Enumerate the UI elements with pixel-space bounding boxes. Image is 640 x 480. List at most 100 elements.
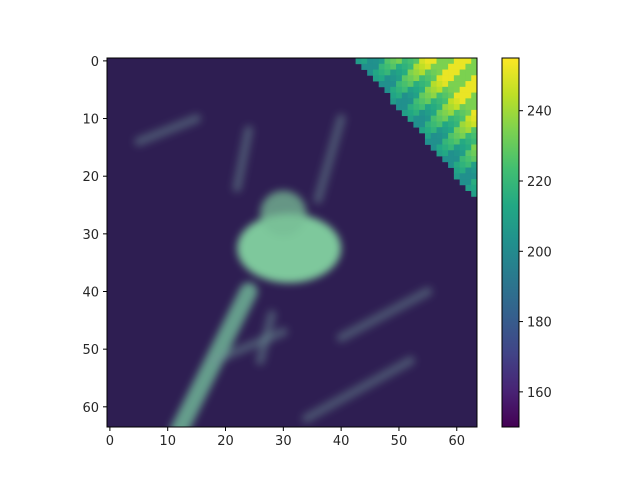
x-axis: 0 10 20 30 40 50 60 xyxy=(106,427,465,449)
vessel-streak xyxy=(313,114,346,204)
corner-band-cell xyxy=(448,138,455,145)
corner-band-cell xyxy=(465,179,472,186)
corner-band-cell xyxy=(367,63,374,70)
corner-band-cell xyxy=(459,179,466,186)
corner-band-cell xyxy=(384,69,391,76)
corner-band-cell xyxy=(436,104,443,111)
corner-band-cell xyxy=(459,98,466,105)
corner-band-cell xyxy=(430,63,437,70)
corner-band-cell xyxy=(465,184,472,192)
corner-band-cell xyxy=(396,58,403,65)
corner-band-cell xyxy=(442,81,449,88)
corner-band-cell xyxy=(471,161,477,168)
corner-band-cell xyxy=(430,115,437,122)
corner-band-cell xyxy=(407,63,414,70)
corner-band-cell xyxy=(459,115,466,122)
corner-band-cell xyxy=(436,127,443,134)
corner-band-cell xyxy=(419,81,426,88)
corner-band-cell xyxy=(413,98,420,105)
x-tick-label: 40 xyxy=(333,434,350,449)
corner-band-cell xyxy=(407,98,414,105)
corner-band-cell xyxy=(448,63,455,70)
corner-band-cell xyxy=(430,92,437,99)
corner-band-cell xyxy=(384,63,391,70)
corner-band-cell xyxy=(471,81,477,88)
corner-band-cell xyxy=(459,58,466,65)
corner-band-cell xyxy=(453,150,461,157)
corner-band-cell xyxy=(471,190,477,197)
corner-band-cell xyxy=(465,167,472,174)
corner-band-cell xyxy=(465,81,472,88)
corner-band-cell xyxy=(453,173,461,180)
corner-band-cell xyxy=(465,115,472,122)
corner-band-cell xyxy=(448,161,455,168)
corner-band-cell xyxy=(430,58,437,65)
corner-band-cell xyxy=(453,127,461,134)
corner-band-cell xyxy=(396,92,403,99)
corner-band-cell xyxy=(448,69,455,76)
colorbar-tick-label: 160 xyxy=(527,386,552,401)
corner-band-cell xyxy=(401,92,409,99)
corner-band-cell xyxy=(471,144,477,151)
heatmap-image xyxy=(107,58,477,427)
corner-band-cell xyxy=(442,121,449,128)
vessel-streak xyxy=(134,114,202,147)
corner-band-cell xyxy=(459,86,466,93)
corner-band-cell xyxy=(442,86,449,93)
corner-band-cell xyxy=(424,121,432,128)
corner-band-cell xyxy=(459,92,466,99)
corner-band-cell xyxy=(436,138,443,145)
corner-band-cell xyxy=(419,58,426,65)
corner-band-cell xyxy=(453,161,461,168)
corner-band-cell xyxy=(465,161,472,168)
corner-band-cell xyxy=(471,115,477,122)
corner-band-cell xyxy=(436,63,443,70)
corner-band-cell xyxy=(384,86,391,93)
corner-band-cell xyxy=(401,58,409,65)
corner-band-cell xyxy=(459,138,466,145)
corner-band-cell xyxy=(453,98,461,105)
x-tick-label: 60 xyxy=(448,434,465,449)
colorbar-tick-label: 240 xyxy=(527,105,552,120)
x-tick-label: 10 xyxy=(159,434,176,449)
corner-band-cell xyxy=(465,121,472,128)
corner-band-cell xyxy=(465,132,472,140)
corner-band-cell xyxy=(465,98,472,105)
corner-band-cell xyxy=(436,86,443,93)
corner-band-cell xyxy=(396,75,403,82)
corner-band-cell xyxy=(453,69,461,76)
corner-band-cell xyxy=(453,81,461,88)
corner-band-cell xyxy=(459,69,466,76)
corner-band-cell xyxy=(407,86,414,93)
corner-band-cell xyxy=(453,86,461,93)
corner-band-cell xyxy=(424,138,432,145)
y-tick-label: 20 xyxy=(82,170,99,185)
corner-band-cell xyxy=(459,75,466,82)
colorbar xyxy=(501,57,520,428)
corner-band-cell xyxy=(424,81,432,88)
corner-band-cell xyxy=(465,127,472,134)
corner-band-cell xyxy=(378,69,385,76)
corner-band-cell xyxy=(471,150,477,157)
corner-band-cell xyxy=(436,144,443,151)
corner-band-cell xyxy=(436,115,443,122)
corner-band-cell xyxy=(396,81,403,88)
corner-band-cell xyxy=(448,150,455,157)
central-blob-lobe xyxy=(260,190,307,237)
corner-band-cell xyxy=(424,127,432,134)
corner-band-cell xyxy=(424,86,432,93)
corner-band-cell xyxy=(465,75,472,82)
corner-band-cell xyxy=(465,58,472,65)
corner-band-cell xyxy=(424,58,432,65)
corner-band-cell xyxy=(401,81,409,88)
corner-band-cell xyxy=(442,156,449,163)
corner-band-cell xyxy=(465,138,472,145)
corner-band-cell xyxy=(419,109,426,117)
corner-band-cell xyxy=(407,58,414,65)
axes-frame xyxy=(106,57,478,428)
corner-band-cell xyxy=(372,63,380,70)
corner-band-cell xyxy=(465,156,472,163)
corner-band-cell xyxy=(436,58,443,65)
corner-band-cell xyxy=(453,115,461,122)
